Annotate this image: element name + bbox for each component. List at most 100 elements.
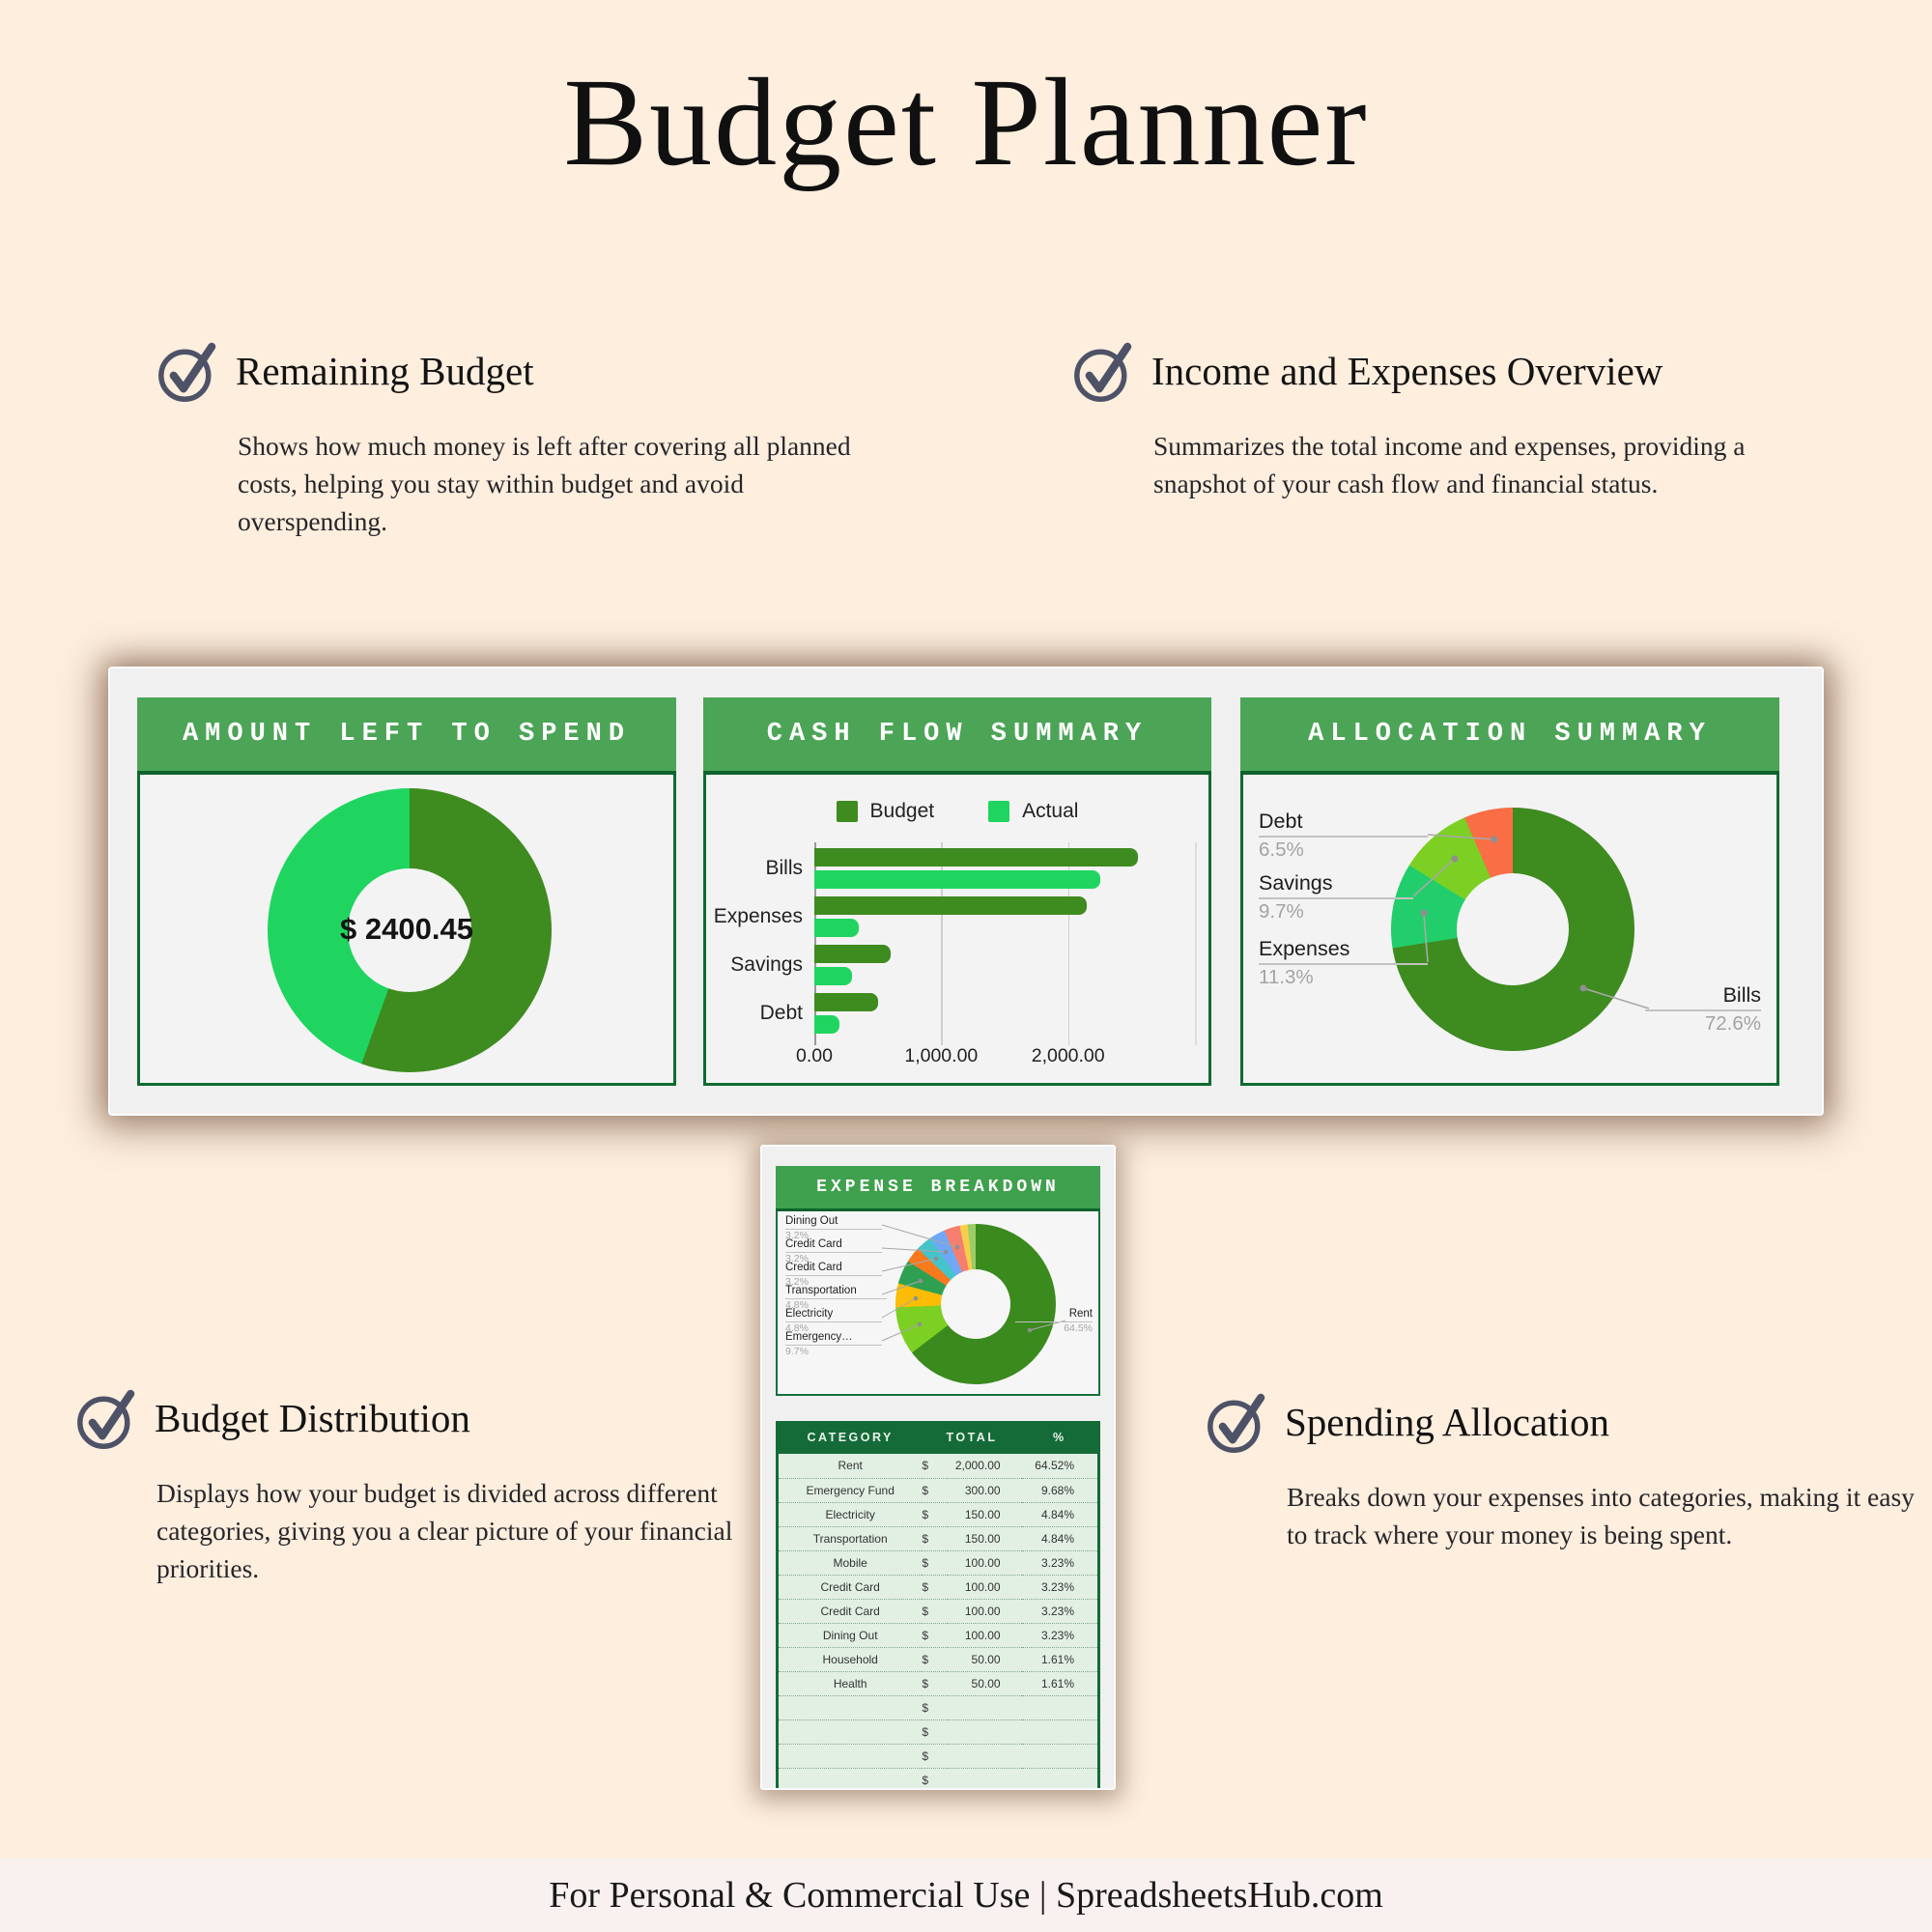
table-cell	[1021, 1695, 1099, 1720]
table-cell: Credit Card	[777, 1575, 923, 1600]
table-cell	[947, 1768, 1022, 1788]
table-cell: Credit Card	[777, 1599, 923, 1624]
column-header-percent: %	[1021, 1421, 1099, 1454]
slice-percent: 64.5%	[1064, 1321, 1093, 1334]
footer: For Personal & Commercial Use | Spreadsh…	[0, 1859, 1932, 1932]
feature-description: Displays how your budget is divided acro…	[156, 1478, 733, 1584]
table-cell: Dining Out	[777, 1623, 923, 1648]
slice-percent: 4.8%	[785, 1298, 809, 1311]
table-cell: $	[922, 1550, 948, 1576]
bar-budget	[814, 993, 878, 1011]
panel-title: AMOUNT LEFT TO SPEND	[182, 720, 632, 749]
table-row: $	[777, 1695, 1099, 1720]
bar-category-label: Debt	[759, 1002, 803, 1024]
expense-table: CATEGORY TOTAL % Rent $2,000.00 64.52% Emer…	[776, 1421, 1100, 1788]
table-cell	[777, 1744, 923, 1769]
table-cell: $	[922, 1526, 948, 1551]
table-cell	[777, 1719, 923, 1745]
table-cell: $	[922, 1768, 948, 1788]
expense-breakdown-screenshot: EXPENSE BREAKDOWN Dining Out 3.2% Credit…	[760, 1145, 1116, 1790]
check-circle-icon	[73, 1385, 139, 1451]
legend-label: Actual	[1022, 800, 1079, 822]
donut-chart-amount-left: $ 2400.45	[137, 775, 676, 1086]
x-tick-label: 2,000.00	[1031, 1045, 1105, 1066]
table-cell: Household	[777, 1647, 923, 1672]
check-circle-icon	[155, 338, 220, 404]
slice-label-electricity: Electricity 4.8%	[785, 1308, 882, 1334]
table-row: Credit Card $100.00 3.23%	[777, 1599, 1099, 1624]
table-row: $	[777, 1768, 1099, 1788]
table-cell: $	[922, 1744, 948, 1769]
table-cell: 3.23%	[1021, 1623, 1099, 1648]
table-row: Rent $2,000.00 64.52%	[777, 1454, 1099, 1479]
slice-label-emergency: Emergency… 9.7%	[785, 1331, 882, 1357]
feature-income-expenses-overview: Income and Expenses Overview Summarizes …	[1070, 338, 1843, 502]
x-tick-label: 1,000.00	[904, 1045, 979, 1066]
table-cell	[777, 1695, 923, 1720]
table-cell: $	[922, 1647, 948, 1672]
bar-budget	[814, 848, 1138, 867]
slice-label-credit-card-1: Credit Card 3.2%	[785, 1238, 882, 1264]
slice-percent: 3.2%	[785, 1275, 809, 1288]
bar-group: Bills	[765, 848, 1195, 893]
slice-label-expenses: Expenses 11.3%	[1259, 937, 1428, 989]
check-circle-icon	[1204, 1389, 1269, 1455]
table-cell	[1021, 1719, 1099, 1745]
table-row: Mobile $100.00 3.23%	[777, 1550, 1099, 1576]
slice-label-debt: Debt 6.5%	[1259, 810, 1428, 862]
table-cell: $	[922, 1502, 948, 1527]
slice-label-bills: Bills 72.6%	[1645, 983, 1761, 1036]
table-cell: 50.00	[947, 1671, 1022, 1696]
panel-title: CASH FLOW SUMMARY	[766, 720, 1149, 749]
feature-heading: Income and Expenses Overview	[1070, 338, 1843, 404]
table-cell	[1021, 1744, 1099, 1769]
table-cell: 1.61%	[1021, 1647, 1099, 1672]
panel-cash-flow-summary: CASH FLOW SUMMARY Budget Actual	[703, 697, 1211, 1086]
legend-swatch-budget	[836, 801, 858, 822]
feature-remaining-budget: Remaining Budget Shows how much money is…	[155, 338, 898, 540]
panel-header: AMOUNT LEFT TO SPEND	[137, 697, 676, 775]
table-cell	[947, 1695, 1022, 1720]
table-cell: 9.68%	[1021, 1478, 1099, 1503]
legend-item-actual: Actual	[988, 800, 1078, 823]
slice-name: Bills	[1645, 983, 1761, 1012]
table-cell	[947, 1744, 1022, 1769]
slice-label-savings: Savings 9.7%	[1259, 871, 1413, 923]
table-row: Electricity $150.00 4.84%	[777, 1502, 1099, 1527]
table-cell: 300.00	[947, 1478, 1022, 1503]
feature-title: Income and Expenses Overview	[1151, 349, 1663, 393]
gridline	[1195, 842, 1197, 1045]
legend-item-budget: Budget	[836, 800, 934, 823]
table-cell: 4.84%	[1021, 1526, 1099, 1551]
table-cell: 50.00	[947, 1647, 1022, 1672]
y-axis-line	[814, 842, 816, 1045]
table-cell: 4.84%	[1021, 1502, 1099, 1527]
slice-label-rent: Rent 64.5%	[1015, 1308, 1093, 1334]
feature-spending-allocation: Spending Allocation Breaks down your exp…	[1204, 1389, 1918, 1553]
slice-label-dining-out: Dining Out 3.2%	[785, 1215, 882, 1241]
feature-budget-distribution: Budget Distribution Displays how your bu…	[73, 1385, 808, 1587]
table-cell: 64.52%	[1021, 1454, 1099, 1479]
check-circle-icon	[158, 342, 216, 402]
bar-category-label: Bills	[765, 857, 803, 879]
panel-header: ALLOCATION SUMMARY	[1240, 697, 1779, 775]
leader-lines	[1412, 834, 1650, 1009]
slice-name: Dining Out	[785, 1215, 882, 1230]
x-tick-label: 0.00	[796, 1045, 833, 1066]
table-cell: 2,000.00	[947, 1454, 1022, 1479]
slice-percent: 3.2%	[785, 1252, 809, 1264]
table-cell: 100.00	[947, 1599, 1022, 1624]
table-cell: $	[922, 1695, 948, 1720]
table-cell: 1.61%	[1021, 1671, 1099, 1696]
table-cell: Emergency Fund	[777, 1478, 923, 1503]
feature-heading: Spending Allocation	[1204, 1389, 1918, 1455]
table-cell	[1021, 1768, 1099, 1788]
table-row: Dining Out $100.00 3.23%	[777, 1623, 1099, 1648]
bar-actual	[814, 870, 1100, 889]
plot-area: Bills Expenses Savings Debt 0.00 1,000.00 2…	[714, 842, 1197, 1066]
bar-actual	[814, 1015, 840, 1034]
slice-percent: 72.6%	[1704, 1012, 1761, 1036]
slice-percent: 11.3%	[1259, 966, 1314, 989]
table-cell: Rent	[777, 1454, 923, 1479]
